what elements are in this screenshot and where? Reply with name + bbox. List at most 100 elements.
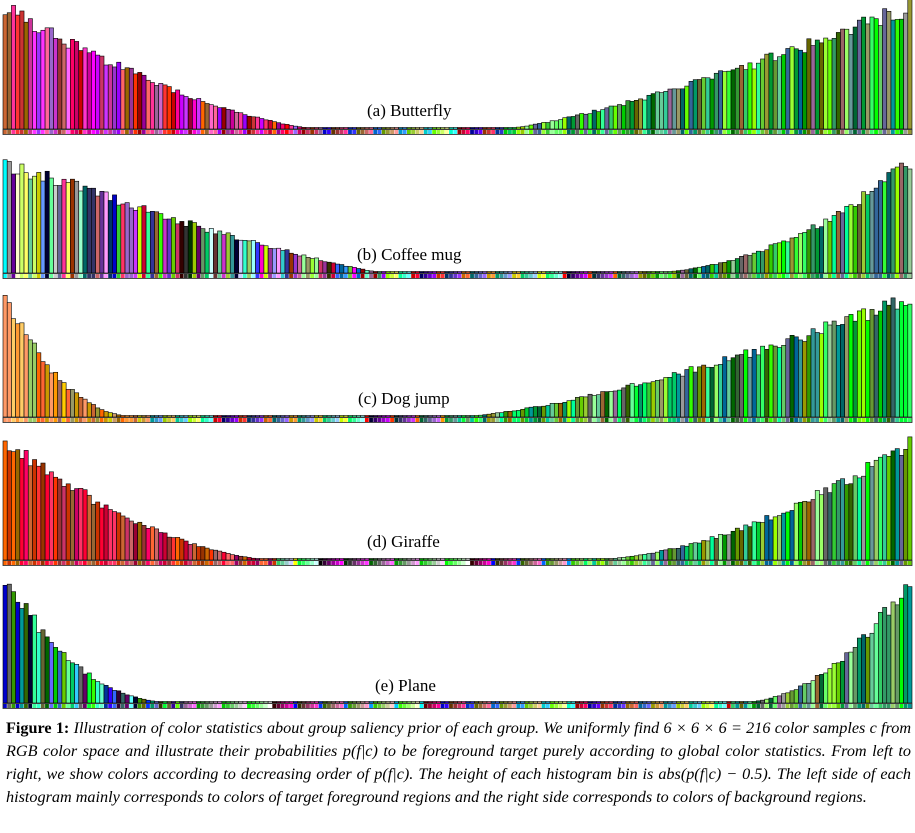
histogram-bin	[137, 206, 143, 274]
color-swatch	[566, 130, 571, 134]
swatch-strip-border	[2, 273, 913, 279]
color-swatch	[175, 418, 180, 422]
color-swatch	[53, 130, 58, 134]
color-swatch	[188, 704, 192, 708]
color-swatch	[66, 130, 70, 134]
histogram-bin	[23, 334, 29, 418]
histogram-bin	[381, 415, 387, 418]
color-swatch	[832, 130, 836, 134]
histogram-bin	[381, 271, 387, 274]
histogram-bin	[760, 58, 766, 130]
color-swatch	[575, 561, 580, 565]
color-swatch	[882, 130, 887, 134]
color-swatch	[684, 130, 689, 134]
histogram-bin	[225, 701, 231, 704]
color-swatch	[621, 130, 626, 134]
histogram-bin	[272, 248, 277, 274]
histogram-bin	[217, 107, 223, 130]
color-swatch	[133, 274, 138, 278]
histogram-bin	[499, 271, 505, 274]
color-swatch	[419, 130, 424, 134]
histogram-bin	[781, 693, 787, 704]
histogram-bin	[82, 489, 88, 561]
color-swatch	[116, 704, 121, 708]
color-swatch	[87, 130, 91, 134]
color-swatch	[49, 418, 54, 422]
color-swatch	[7, 561, 12, 565]
color-swatch	[3, 274, 7, 278]
histogram-bin	[335, 127, 340, 130]
histogram-bin	[617, 271, 622, 274]
color-swatch	[827, 274, 832, 278]
color-swatch	[596, 274, 601, 278]
color-swatch	[259, 418, 264, 422]
color-swatch	[465, 130, 470, 134]
histogram-bin	[835, 662, 841, 704]
histogram-bin	[457, 701, 463, 704]
color-swatch	[356, 274, 361, 278]
color-swatch	[331, 130, 336, 134]
color-swatch	[24, 704, 28, 708]
color-swatch	[306, 561, 310, 565]
histogram-bin	[263, 245, 269, 274]
histogram-bin	[309, 558, 315, 561]
histogram-bin	[318, 701, 324, 704]
color-swatch	[823, 418, 828, 422]
histogram-bin	[474, 701, 479, 704]
histogram-bin	[293, 253, 298, 274]
color-swatch	[343, 274, 348, 278]
color-swatch	[49, 274, 54, 278]
histogram-bin	[785, 48, 791, 130]
histogram-bin	[848, 651, 854, 704]
histogram-bin	[288, 125, 294, 130]
color-swatch	[789, 274, 794, 278]
histogram-bin	[107, 509, 113, 561]
color-swatch	[356, 130, 361, 134]
histogram-bin	[276, 247, 282, 274]
color-swatch	[777, 274, 782, 278]
color-swatch	[865, 274, 870, 278]
histogram-bin	[457, 558, 463, 561]
histogram-bin	[878, 310, 883, 418]
histogram-bin	[208, 549, 214, 561]
color-swatch	[28, 418, 33, 422]
histogram-bin	[431, 701, 437, 704]
histogram-bin	[469, 127, 475, 130]
color-swatch	[869, 561, 874, 565]
color-swatch	[150, 274, 155, 278]
histogram-bin	[532, 701, 538, 704]
histogram-bin	[141, 205, 147, 274]
color-swatch	[899, 704, 904, 708]
histogram-bin	[452, 127, 458, 130]
color-swatch	[794, 561, 798, 565]
histogram-bin	[179, 94, 185, 130]
color-swatch	[482, 561, 487, 565]
histogram-bin	[722, 71, 728, 130]
color-swatch	[600, 561, 605, 565]
histogram-bin	[347, 558, 353, 561]
histogram-bin	[322, 701, 328, 704]
color-swatch	[141, 561, 146, 565]
histogram-bin	[600, 701, 606, 704]
color-swatch	[259, 274, 264, 278]
color-swatch	[440, 704, 445, 708]
color-swatch	[432, 418, 437, 422]
histogram-bin	[86, 494, 92, 561]
histogram-bin	[537, 271, 542, 274]
color-swatch	[183, 561, 188, 565]
color-swatch	[735, 561, 740, 565]
histogram-bin	[297, 701, 303, 704]
histogram-bin	[461, 127, 467, 130]
color-swatch	[642, 274, 647, 278]
color-swatch	[638, 561, 643, 565]
histogram-bin	[343, 127, 349, 130]
histogram-bin	[621, 557, 627, 561]
color-swatch	[192, 561, 197, 565]
histogram-bin	[537, 123, 542, 130]
histogram-bin	[280, 415, 286, 418]
color-swatch	[390, 130, 394, 134]
color-swatch	[226, 130, 230, 134]
histogram-bin	[827, 39, 833, 130]
color-swatch	[280, 274, 285, 278]
color-swatch	[390, 561, 394, 565]
